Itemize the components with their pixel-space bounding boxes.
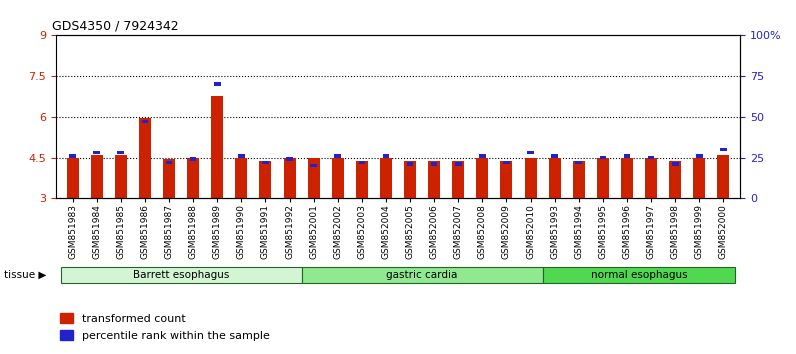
Text: Barrett esophagus: Barrett esophagus [133,270,229,280]
Bar [720,148,727,151]
Bar [332,158,344,198]
Bar [576,161,582,164]
Bar [552,154,558,158]
Bar [599,156,607,159]
Bar [69,154,76,158]
Text: GDS4350 / 7924342: GDS4350 / 7924342 [53,20,179,33]
Bar [431,162,438,166]
FancyBboxPatch shape [60,267,302,283]
Bar [139,118,151,198]
Bar [548,158,560,198]
Bar [142,120,148,124]
Bar [428,161,440,198]
Bar [669,161,681,198]
Bar [525,158,537,198]
Bar [717,155,729,198]
Bar [452,161,464,198]
Bar [380,158,392,198]
Bar [672,162,678,166]
Bar [645,158,657,198]
Bar [287,158,293,161]
Bar [648,156,654,159]
Bar [67,158,79,198]
Bar [573,161,585,198]
Bar [476,158,489,198]
Bar [479,154,486,158]
Bar [693,158,705,198]
Bar [163,159,175,198]
Bar [621,158,633,198]
Bar [310,164,317,167]
Bar [262,161,269,164]
Bar [407,162,413,166]
Text: tissue ▶: tissue ▶ [4,270,46,280]
Bar [624,154,630,158]
Bar [455,162,462,166]
FancyBboxPatch shape [302,267,543,283]
Bar [503,161,509,164]
Bar [91,155,103,198]
Bar [187,158,199,198]
Bar [211,96,223,198]
Bar [214,82,220,86]
Bar [358,161,365,164]
Bar [238,154,244,158]
Bar [383,154,389,158]
Bar [166,161,172,164]
Bar [283,158,295,198]
Text: normal esophagus: normal esophagus [591,270,688,280]
Bar [334,154,341,158]
Bar [597,158,609,198]
Bar [696,154,703,158]
Bar [356,161,368,198]
Bar [527,151,534,154]
Bar [115,155,127,198]
Text: gastric cardia: gastric cardia [386,270,458,280]
Bar [501,161,513,198]
Bar [404,161,416,198]
Bar [118,151,124,154]
Legend: transformed count, percentile rank within the sample: transformed count, percentile rank withi… [56,309,275,345]
Bar [93,151,100,154]
FancyBboxPatch shape [543,267,736,283]
Bar [236,158,248,198]
Bar [189,158,197,161]
Bar [307,158,320,198]
Bar [259,161,271,198]
